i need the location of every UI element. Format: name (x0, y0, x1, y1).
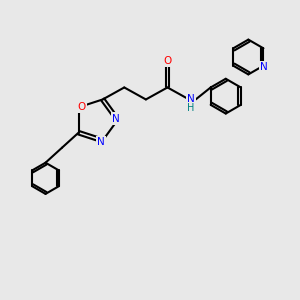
Text: N: N (112, 113, 120, 124)
Text: O: O (77, 102, 86, 112)
Text: N: N (97, 137, 105, 147)
Text: H: H (188, 103, 195, 113)
Text: N: N (260, 61, 268, 72)
Text: N: N (187, 94, 195, 103)
Text: O: O (163, 56, 172, 66)
